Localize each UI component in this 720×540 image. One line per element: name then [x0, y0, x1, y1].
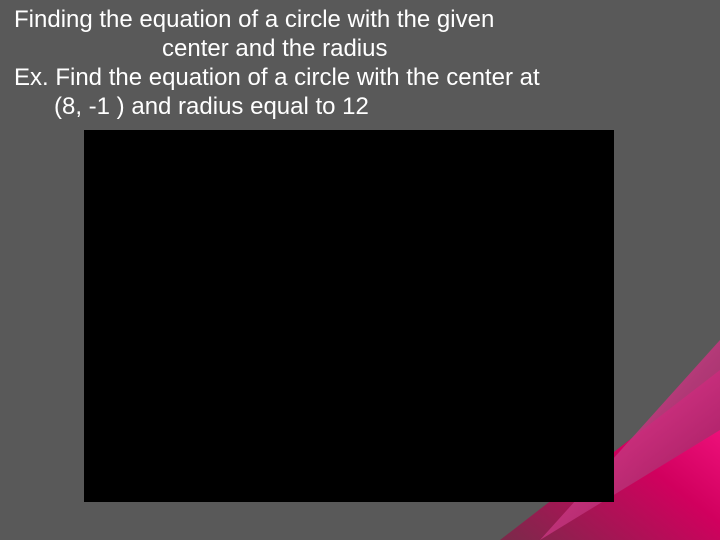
slide-title: Finding the equation of a circle with th…	[14, 6, 680, 64]
title-line-2: center and the radius	[14, 35, 680, 64]
title-line-1: Finding the equation of a circle with th…	[14, 6, 680, 35]
example-text: Ex. Find the equation of a circle with t…	[14, 64, 680, 122]
content-placeholder	[84, 130, 614, 502]
example-line-2: (8, -1 ) and radius equal to 12	[14, 93, 680, 122]
example-line-1: Ex. Find the equation of a circle with t…	[14, 64, 680, 93]
slide: Finding the equation of a circle with th…	[0, 0, 720, 540]
